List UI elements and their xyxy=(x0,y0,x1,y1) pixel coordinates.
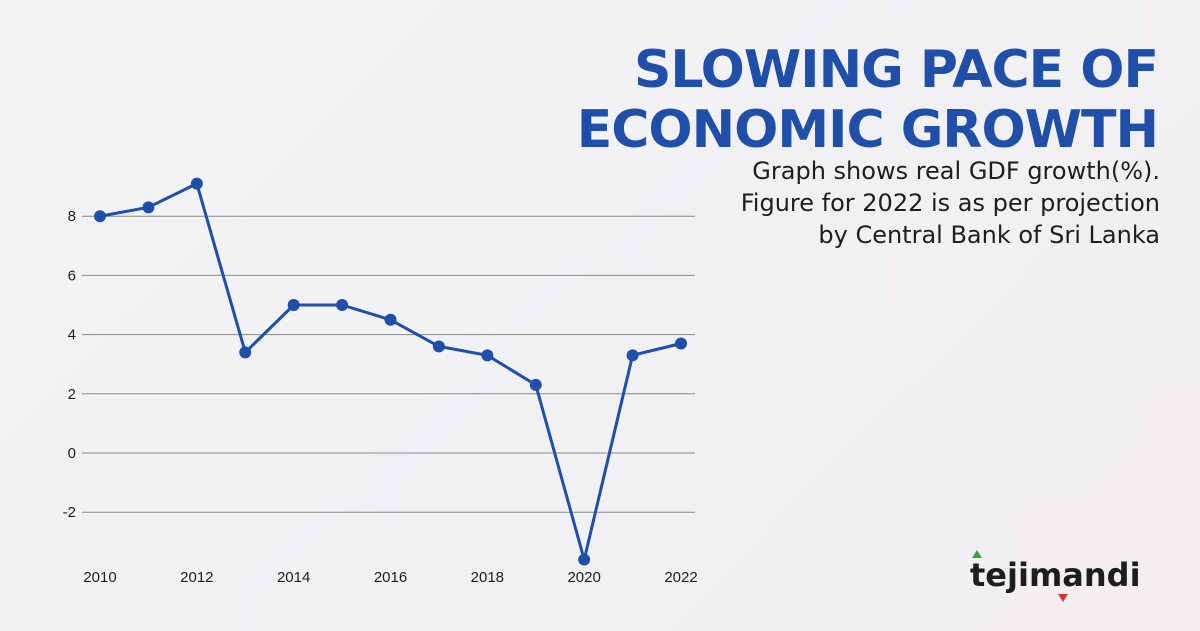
chart-subtitle: Graph shows real GDF growth(%). Figure f… xyxy=(600,155,1160,251)
x-tick-label: 2012 xyxy=(180,569,213,586)
y-axis-ticks: 8 6 4 2 0 -2 xyxy=(63,208,76,521)
data-point xyxy=(190,177,203,190)
data-point xyxy=(336,299,349,311)
data-point xyxy=(578,553,591,566)
x-tick-label: 2010 xyxy=(83,569,116,586)
x-tick-label: 2014 xyxy=(277,569,310,586)
y-tick-label: -2 xyxy=(63,504,76,521)
subtitle-line-2: Figure for 2022 is as per projection xyxy=(740,189,1160,217)
logo-part-1: teji xyxy=(970,556,1029,594)
grid-lines xyxy=(82,215,695,513)
subtitle-line-1: Graph shows real GDF growth(%). xyxy=(752,157,1160,185)
chart-title: SLOWING PACE OF ECONOMIC GROWTH xyxy=(358,40,1159,160)
data-point xyxy=(239,346,252,359)
tejimandi-logo: tejimandi xyxy=(970,550,1141,602)
data-point xyxy=(626,349,639,362)
data-point xyxy=(529,378,542,391)
arrow-down-icon xyxy=(1058,594,1068,602)
y-tick-label: 8 xyxy=(68,208,76,225)
x-tick-label: 2016 xyxy=(374,569,407,586)
subtitle-line-3: by Central Bank of Sri Lanka xyxy=(818,221,1160,249)
logo-part-2: mandi xyxy=(1028,556,1141,594)
data-point xyxy=(675,337,687,350)
x-tick-label: 2020 xyxy=(567,569,600,586)
series-line xyxy=(99,182,682,562)
arrow-up-icon xyxy=(972,550,982,558)
data-point xyxy=(94,210,106,223)
x-tick-label: 2022 xyxy=(664,569,697,586)
title-line-1: SLOWING PACE OF xyxy=(633,40,1159,100)
y-tick-label: 4 xyxy=(68,327,76,344)
y-tick-label: 2 xyxy=(68,386,76,403)
data-point xyxy=(142,201,155,214)
series-markers xyxy=(94,177,687,566)
x-axis-ticks: 2010 2012 2014 2016 2018 2020 2022 xyxy=(83,569,697,586)
data-point xyxy=(481,349,494,362)
x-tick-label: 2018 xyxy=(471,569,504,586)
data-point xyxy=(384,313,397,326)
title-line-2: ECONOMIC GROWTH xyxy=(576,100,1159,160)
y-tick-label: 6 xyxy=(68,267,76,284)
data-point xyxy=(432,340,445,353)
data-point xyxy=(287,299,300,311)
y-tick-label: 0 xyxy=(68,445,76,462)
